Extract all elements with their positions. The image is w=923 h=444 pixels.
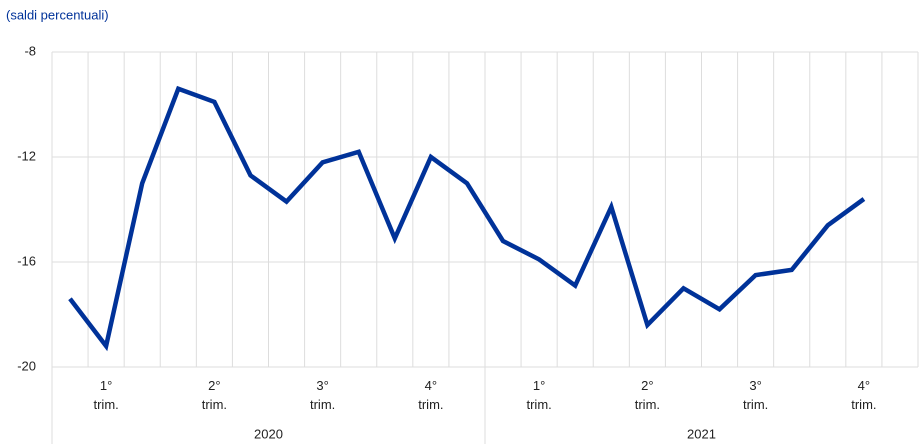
x-tick-label: 4° trim. — [418, 378, 444, 412]
y-tick-label: -8 — [24, 43, 36, 58]
y-tick-label: -12 — [17, 148, 36, 163]
x-tick-label: 2° trim. — [634, 378, 661, 412]
x-tick-label: 3° trim. — [309, 378, 336, 412]
x-tick-label: 3° trim. — [742, 378, 769, 412]
y-tick-label: -16 — [17, 253, 36, 268]
x-tick-label: 4° trim. — [851, 378, 877, 412]
group-label: 2021 — [687, 426, 716, 441]
y-tick-label: -20 — [17, 358, 36, 373]
data-line — [68, 85, 866, 352]
x-tick-label: 1° trim. — [526, 378, 552, 412]
x-tick-label: 2° trim. — [201, 378, 228, 412]
subtitle: (saldi percentuali) — [6, 7, 109, 22]
group-label: 2020 — [254, 426, 283, 441]
x-tick-label: 1° trim. — [93, 378, 119, 412]
